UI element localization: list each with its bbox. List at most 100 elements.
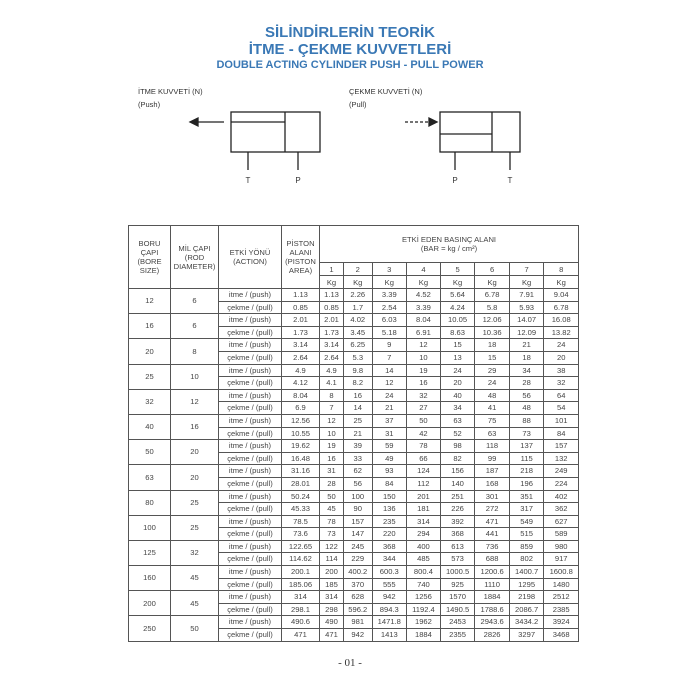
cell-force: 1471.8 (371, 615, 408, 630)
header-pressure-unit: (BAR = kg / cm²) (420, 244, 478, 253)
cell-force: 99 (474, 451, 510, 466)
cell-force: 589 (543, 527, 579, 541)
cell-force: 981 (343, 615, 373, 630)
cell-force: 29 (474, 363, 510, 378)
cell-force: 122 (319, 539, 344, 554)
cell-force: 235 (371, 514, 408, 529)
cell-force: 298 (319, 602, 344, 617)
cell-force: 400 (406, 539, 441, 554)
cell-force: 33 (343, 451, 373, 466)
cell-action: itme / (push) (218, 464, 282, 478)
cell-bore: 25 (128, 363, 171, 390)
cell-force: 73 (319, 527, 344, 541)
cell-force: 16 (343, 388, 373, 403)
cell-force: 218 (508, 464, 545, 478)
cell-rod: 6 (170, 287, 219, 315)
cell-force: 18 (508, 350, 545, 365)
cell-bore: 100 (128, 514, 171, 541)
header-unit: Kg (474, 275, 510, 289)
cell-force: 859 (508, 539, 545, 554)
cell-force: 62 (343, 464, 373, 478)
cell-bore: 50 (128, 439, 171, 466)
cell-force: 63 (474, 426, 510, 441)
cell-force: 168 (474, 476, 510, 491)
cell-rod: 32 (170, 539, 219, 567)
cell-force: 40 (439, 388, 476, 403)
cell-force: 82 (439, 451, 476, 466)
cell-force: 75 (474, 413, 510, 428)
header-bar-2: 2 (343, 262, 373, 276)
cell-force: 84 (371, 476, 408, 491)
cell-force: 7 (371, 350, 408, 365)
cell-force: 185 (319, 577, 344, 592)
push-sublabel: (Push) (138, 100, 161, 109)
cell-force: 368 (439, 527, 476, 541)
cell-force: 140 (439, 476, 476, 491)
header-bore: BORU ÇAPI (BORE SIZE) (128, 225, 171, 289)
cell-force: 78 (406, 439, 441, 453)
header-unit: Kg (406, 275, 441, 289)
cell-force: 9.04 (543, 288, 579, 302)
cell-force: 12 (319, 413, 344, 428)
table-row-100-push: 100 25 itme / (push) 78.5 78 157 235 314 392 471 5… (128, 514, 579, 541)
cell-force: 249 (543, 464, 579, 478)
cell-force: 15 (439, 338, 476, 352)
cell-rod: 12 (170, 388, 219, 415)
cell-force: 600.3 (371, 565, 408, 579)
cell-force: 2.64 (319, 350, 344, 365)
cell-force: 0.85 (319, 300, 344, 315)
cell-action: itme / (push) (218, 539, 282, 554)
cell-force: 9.8 (343, 363, 373, 378)
cell-action: çekme / (pull) (218, 350, 282, 365)
cell-force: 49 (371, 451, 408, 466)
table-row-125-pull: çekme / (pull) 114.62 114 229 344 485 573 688 80… (129, 552, 579, 567)
table-row-32-push: 32 12 itme / (push) 8.04 8 16 24 32 40 48 56 64 (128, 388, 579, 415)
cell-force: 490 (319, 615, 344, 630)
cell-force: 100 (343, 489, 373, 504)
cell-piston-area: 314 (281, 590, 320, 604)
cell-force: 1788.6 (474, 602, 510, 617)
cell-force: 555 (371, 577, 408, 592)
cell-force: 21 (371, 401, 408, 415)
table-row-80-pull: çekme / (pull) 45.33 45 90 136 181 226 272 317 36… (129, 502, 579, 516)
cell-force: 37 (371, 413, 408, 428)
push-label: İTME KUVVETİ (N) (138, 87, 203, 96)
cell-force: 1192.4 (406, 602, 441, 617)
cell-piston-area: 28.01 (281, 476, 320, 491)
cell-force: 980 (543, 539, 579, 554)
cell-force: 73 (508, 426, 545, 441)
cell-force: 21 (508, 338, 545, 352)
cell-force: 301 (474, 489, 510, 504)
cell-force: 2.54 (371, 300, 408, 315)
header-pressure: ETKİ EDEN BASINÇ ALANI (BAR = kg / cm²) (319, 225, 579, 263)
cell-force: 59 (371, 439, 408, 453)
cell-force: 942 (371, 590, 408, 604)
cell-force: 50 (319, 489, 344, 504)
cell-force: 2826 (474, 628, 510, 642)
cell-force: 471 (474, 514, 510, 529)
cell-force: 3434.2 (508, 615, 545, 630)
title-line-1: SİLİNDİRLERİN TEORİK (264, 24, 435, 41)
cell-force: 112 (406, 476, 441, 491)
cell-action: itme / (push) (218, 514, 282, 529)
cell-force: 471 (319, 628, 344, 642)
cell-piston-area: 298.1 (281, 602, 320, 617)
cell-action: çekme / (pull) (218, 527, 282, 541)
cell-piston-area: 1.13 (281, 288, 320, 302)
cell-action: çekme / (pull) (218, 451, 282, 466)
cell-force: 93 (371, 464, 408, 478)
cell-force: 181 (406, 502, 441, 516)
cell-force: 5.8 (474, 300, 510, 315)
cell-force: 10.36 (474, 325, 510, 340)
push-port-p: P (295, 176, 300, 185)
cell-force: 54 (543, 401, 579, 415)
cell-bore: 12 (128, 287, 171, 315)
cell-piston-area: 2.64 (281, 350, 320, 365)
cell-piston-area: 78.5 (281, 514, 320, 529)
cell-force: 14.07 (508, 313, 545, 327)
cell-force: 38 (543, 363, 579, 378)
cell-force: 1000.5 (439, 565, 476, 579)
cell-rod: 45 (170, 590, 219, 617)
cell-force: 137 (508, 439, 545, 453)
cell-force: 14 (343, 401, 373, 415)
